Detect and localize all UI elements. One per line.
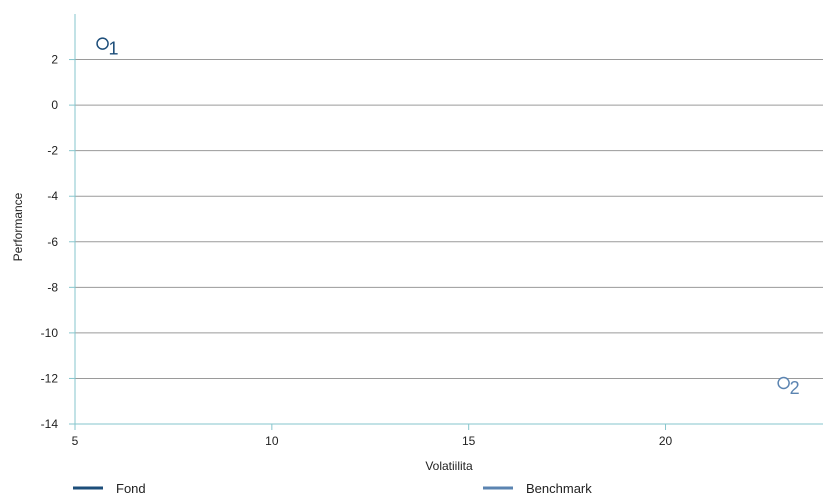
- x-axis-title: Volatiilita: [425, 459, 473, 473]
- legend-label-fond: Fond: [116, 481, 146, 495]
- data-label-benchmark: 2: [790, 378, 800, 398]
- tick-labels: 20-2-4-6-8-10-12-145 10 15 20: [41, 53, 673, 448]
- x-tick-label-20: 20: [659, 434, 673, 448]
- data-label-fond: 1: [109, 39, 119, 59]
- data-point-fond: [96, 37, 109, 50]
- y-tick-label--8: -8: [47, 280, 58, 294]
- legend-item-fond[interactable]: Fond: [73, 481, 146, 495]
- y-tick-label--14: -14: [41, 417, 59, 431]
- x-tick-label-5: 5: [72, 434, 79, 448]
- x-tick-label-15: 15: [462, 434, 476, 448]
- x-tick-label-10: 10: [265, 434, 279, 448]
- gridlines: [75, 59, 823, 379]
- y-axis-title: Performance: [11, 192, 25, 261]
- axes: [69, 14, 823, 430]
- y-tick-label-0: 0: [51, 98, 58, 112]
- legend-label-benchmark: Benchmark: [526, 481, 592, 495]
- y-tick-label--6: -6: [47, 235, 58, 249]
- data-points: 12: [96, 37, 800, 398]
- data-point-benchmark: [777, 376, 790, 390]
- y-tick-label--2: -2: [47, 144, 58, 158]
- y-tick-label--12: -12: [41, 371, 59, 385]
- y-tick-label-2: 2: [51, 53, 58, 67]
- y-tick-label--4: -4: [47, 189, 58, 203]
- legend: Fond Benchmark: [73, 481, 592, 495]
- legend-item-benchmark[interactable]: Benchmark: [483, 481, 592, 495]
- y-tick-label--10: -10: [41, 326, 59, 340]
